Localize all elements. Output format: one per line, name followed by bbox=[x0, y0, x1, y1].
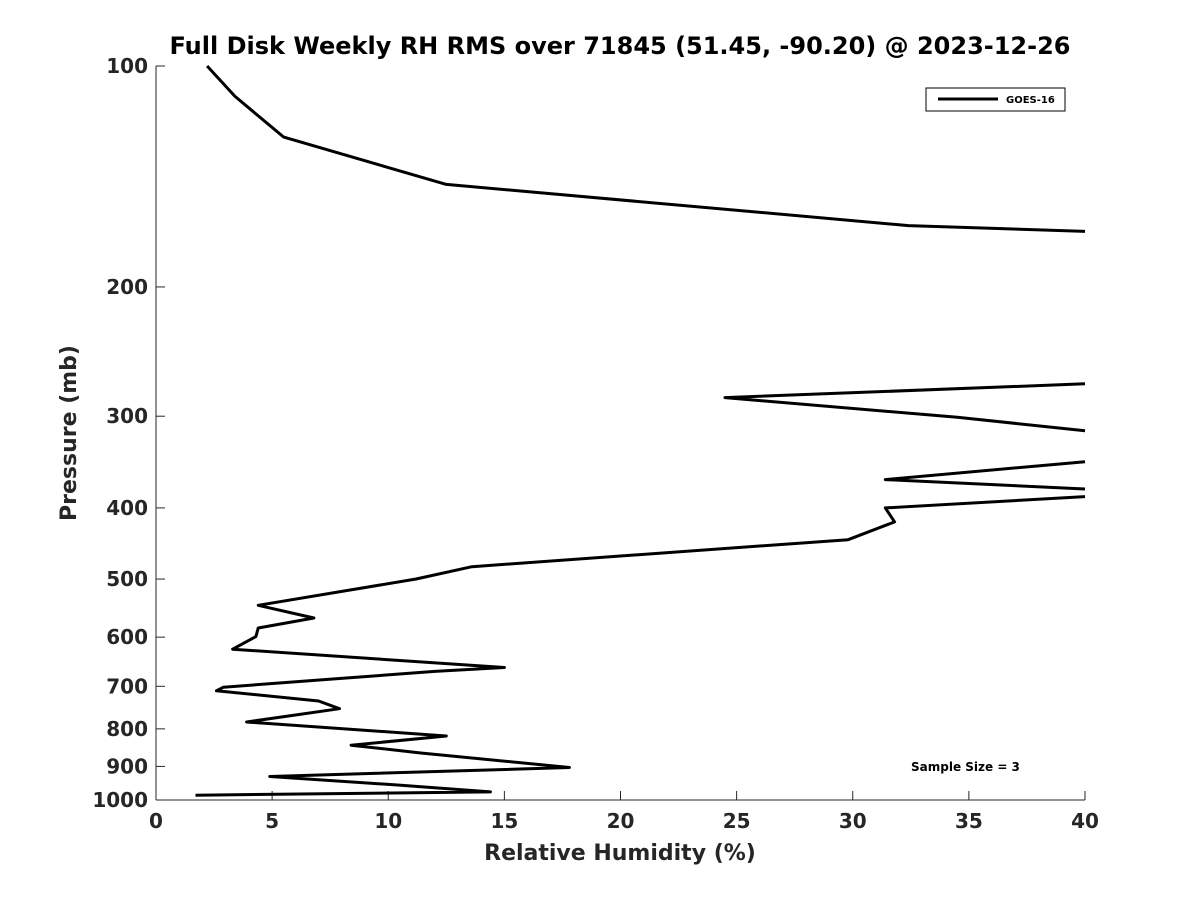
y-tick-label-100: 100 bbox=[106, 54, 148, 78]
series-goes-16-segment-3 bbox=[883, 460, 1086, 491]
series-goes-16-segment-1 bbox=[205, 64, 1086, 233]
x-tick-label-20: 20 bbox=[607, 809, 635, 833]
series-goes-16-segment-2 bbox=[723, 382, 1086, 433]
series-goes-16-segment-4 bbox=[195, 495, 1086, 797]
y-tick-label-1000: 1000 bbox=[92, 788, 148, 812]
y-axis-label: Pressure (mb) bbox=[57, 345, 82, 521]
y-tick-label-900: 900 bbox=[106, 754, 148, 778]
sample-size-annotation: Sample Size = 3 bbox=[911, 760, 1020, 774]
y-tick-label-400: 400 bbox=[106, 496, 148, 520]
y-tick-label-800: 800 bbox=[106, 717, 148, 741]
chart-title: Full Disk Weekly RH RMS over 71845 (51.4… bbox=[169, 32, 1070, 60]
x-tick-label-0: 0 bbox=[149, 809, 163, 833]
x-tick-label-15: 15 bbox=[490, 809, 518, 833]
y-tick-label-600: 600 bbox=[106, 625, 148, 649]
x-tick-label-40: 40 bbox=[1071, 809, 1099, 833]
x-axis-label: Relative Humidity (%) bbox=[484, 841, 756, 866]
x-tick-label-10: 10 bbox=[374, 809, 402, 833]
x-tick-label-35: 35 bbox=[955, 809, 983, 833]
x-tick-label-25: 25 bbox=[723, 809, 751, 833]
y-tick-label-200: 200 bbox=[106, 275, 148, 299]
axes: 0 5 10 15 20 25 30 35 40 100 200 300 400 500 600 700 800… bbox=[92, 54, 1099, 833]
y-tick-label-700: 700 bbox=[106, 674, 148, 698]
legend-label-goes-16: GOES-16 bbox=[1006, 95, 1055, 106]
y-tick-label-500: 500 bbox=[106, 567, 148, 591]
x-tick-label-30: 30 bbox=[839, 809, 867, 833]
x-tick-label-5: 5 bbox=[265, 809, 279, 833]
series-layer bbox=[195, 64, 1086, 797]
y-tick-label-300: 300 bbox=[106, 404, 148, 428]
